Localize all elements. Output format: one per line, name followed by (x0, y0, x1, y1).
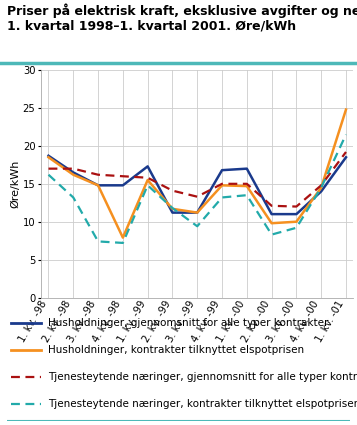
Text: Husholdninger, kontrakter tilknyttet elspotprisen: Husholdninger, kontrakter tilknyttet els… (48, 345, 305, 354)
Text: Priser på elektrisk kraft, eksklusive avgifter og nettleie.
1. kvartal 1998–1. k: Priser på elektrisk kraft, eksklusive av… (7, 3, 357, 33)
Text: Tjenesteytende næringer, kontrakter tilknyttet elspotprisen: Tjenesteytende næringer, kontrakter tilk… (48, 399, 357, 408)
Text: Tjenesteytende næringer, gjennomsnitt for alle typer kontrakter: Tjenesteytende næringer, gjennomsnitt fo… (48, 372, 357, 382)
Y-axis label: Øre/kWh: Øre/kWh (10, 160, 20, 208)
Text: Husholdninger, gjennomsnitt for alle typer kontrakter: Husholdninger, gjennomsnitt for alle typ… (48, 318, 329, 328)
